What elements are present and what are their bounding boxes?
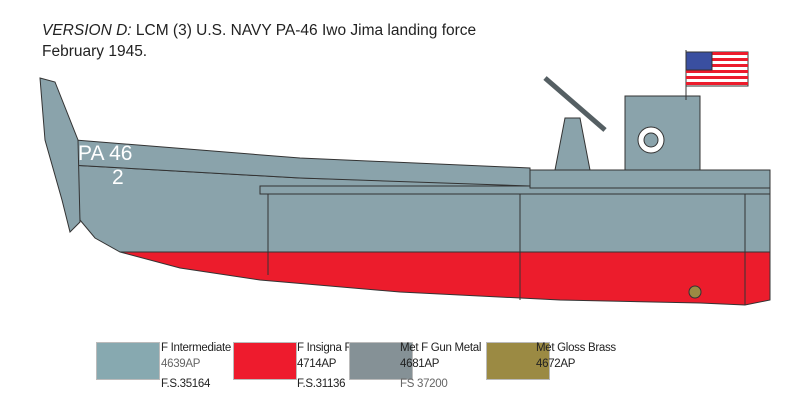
paint-name: Met F Gun Metal [400,342,482,354]
version-title: VERSION D: LCM (3) U.S. NAVY PA-46 Iwo J… [42,20,476,62]
hull-code: PA 46 [78,142,133,165]
boat-illustration: PA 46 2 [39,50,771,306]
swatch-gun-metal [349,342,413,380]
swatch-intermediate-blue [96,342,160,380]
paint-fs: F.S.31136 [297,378,346,390]
legend-gun-metal: Met F Gun Metal 4681AP FS 37200 [400,340,481,392]
paint-code: 4714AP [297,358,337,370]
swatch-gloss-brass [486,342,550,380]
bow-ramp [39,77,81,233]
deck-band [259,185,771,195]
version-description: LCM (3) U.S. NAVY PA-46 Iwo Jima landing… [135,22,477,39]
swatch-insignia-red [233,342,297,380]
paint-code: 4672AP [536,358,576,370]
paint-name: F Insigna Red [297,342,365,354]
legend-gloss-brass: Met Gloss Brass 4672AP [536,340,616,372]
boat-number: 2 [112,166,124,189]
legend-insignia-red: F Insigna Red 4714AP F.S.31136 [297,340,365,392]
version-label: VERSION D: [42,22,132,39]
paint-name: F Intermediate Blue [161,342,256,354]
propeller [688,285,702,299]
legend-intermediate-blue: F Intermediate Blue 4639AP F.S.35164 [161,340,256,392]
paint-fs: F.S.35164 [161,378,211,390]
paint-name: Met Gloss Brass [536,342,616,354]
paint-fs: FS 37200 [400,378,448,390]
gun-mount [554,117,591,171]
machine-gun [543,76,607,132]
hull-red-bottom [119,249,771,306]
paint-code: 4681AP [400,358,440,370]
version-date: February 1945. [42,43,148,60]
stern-deck [529,169,771,189]
paint-code: 4639AP [161,358,201,370]
